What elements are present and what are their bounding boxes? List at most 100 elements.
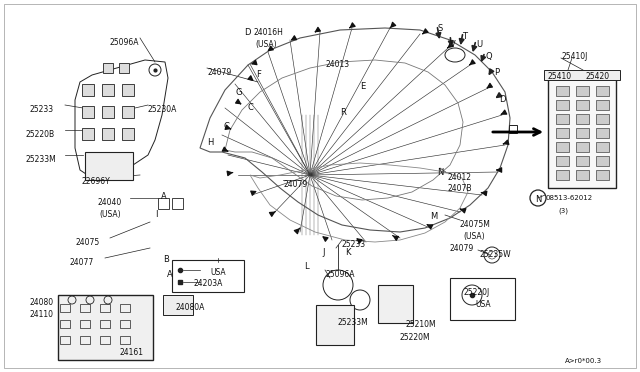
Bar [80,304,90,312]
Bar [596,114,609,124]
Text: 25210M: 25210M [406,320,436,329]
Text: C: C [248,103,254,112]
Text: (USA): (USA) [463,232,484,241]
Text: 24079: 24079 [450,244,474,253]
Text: A>r0*00.3: A>r0*00.3 [565,358,602,364]
Text: (3): (3) [558,207,568,214]
Bar [82,84,94,96]
Text: 25096A: 25096A [110,38,140,47]
Bar [576,170,589,180]
Bar [596,128,609,138]
Text: 25096A: 25096A [325,270,355,279]
Bar [556,128,569,138]
Text: J: J [322,248,324,257]
Text: USA: USA [475,300,491,309]
Bar [119,63,129,73]
Bar [556,170,569,180]
Bar [158,198,169,209]
Text: 24013: 24013 [325,60,349,69]
Text: 24079: 24079 [207,68,231,77]
Bar [544,70,620,80]
Text: 24080A: 24080A [175,303,204,312]
Text: 25220J: 25220J [464,288,490,297]
Bar [556,100,569,110]
Text: (USA): (USA) [99,210,120,219]
Text: I: I [155,210,157,219]
Text: 25230A: 25230A [148,105,177,114]
Bar [122,106,134,118]
Text: E: E [360,82,365,91]
Text: 24075M: 24075M [460,220,491,229]
Text: 2407B: 2407B [447,184,472,193]
Text: (USA): (USA) [255,40,276,49]
Bar [576,114,589,124]
Text: 24110: 24110 [30,310,54,319]
Text: 24161: 24161 [120,348,144,357]
Text: D: D [244,28,250,37]
Text: 25233: 25233 [30,105,54,114]
Text: S: S [437,24,442,33]
Text: 25420: 25420 [586,72,610,81]
Bar [100,336,110,344]
Bar [60,320,70,328]
Bar [509,125,517,133]
Bar [100,304,110,312]
Bar [556,142,569,152]
Text: 24012: 24012 [447,173,471,182]
Text: A: A [167,270,173,279]
Bar [82,106,94,118]
Text: L: L [304,262,308,271]
Bar [316,305,354,345]
Text: K: K [345,248,351,257]
Text: M: M [430,212,437,221]
Text: 24203A: 24203A [193,279,222,288]
Text: P: P [494,68,499,77]
Text: G: G [235,88,241,97]
Bar [596,86,609,96]
Text: 25233M: 25233M [337,318,368,327]
Text: 24079: 24079 [283,180,307,189]
Bar [556,114,569,124]
Text: C: C [224,122,230,131]
Text: 24080: 24080 [30,298,54,307]
Bar [576,142,589,152]
Bar [82,128,94,140]
Text: H: H [207,138,213,147]
Bar [378,285,413,323]
Text: N: N [535,195,541,204]
Text: 25410J: 25410J [561,52,588,61]
Text: 24075: 24075 [75,238,99,247]
Text: 24040: 24040 [97,198,121,207]
Text: 25220M: 25220M [399,333,429,342]
Bar [556,86,569,96]
Text: 25220B: 25220B [25,130,54,139]
Bar [172,198,183,209]
Bar [576,86,589,96]
Text: 24077: 24077 [70,258,94,267]
Bar [596,156,609,166]
Text: 25410: 25410 [548,72,572,81]
Bar [163,295,193,315]
Bar [596,170,609,180]
Text: 25235W: 25235W [480,250,511,259]
Bar [576,156,589,166]
Text: 22696Y: 22696Y [82,177,111,186]
Text: 24016H: 24016H [253,28,283,37]
Bar [102,128,114,140]
Bar [120,320,130,328]
Bar [120,336,130,344]
Bar [122,128,134,140]
Bar [596,100,609,110]
Text: N: N [437,168,444,177]
Text: Q: Q [486,52,493,61]
Text: A: A [161,192,167,201]
Text: 25233: 25233 [342,240,366,249]
Bar [100,320,110,328]
Bar [103,63,113,73]
Bar [58,295,153,360]
Text: T: T [462,32,467,41]
Text: F: F [256,70,261,79]
Bar [80,320,90,328]
Text: 25233M: 25233M [25,155,56,164]
Text: V: V [450,40,456,49]
